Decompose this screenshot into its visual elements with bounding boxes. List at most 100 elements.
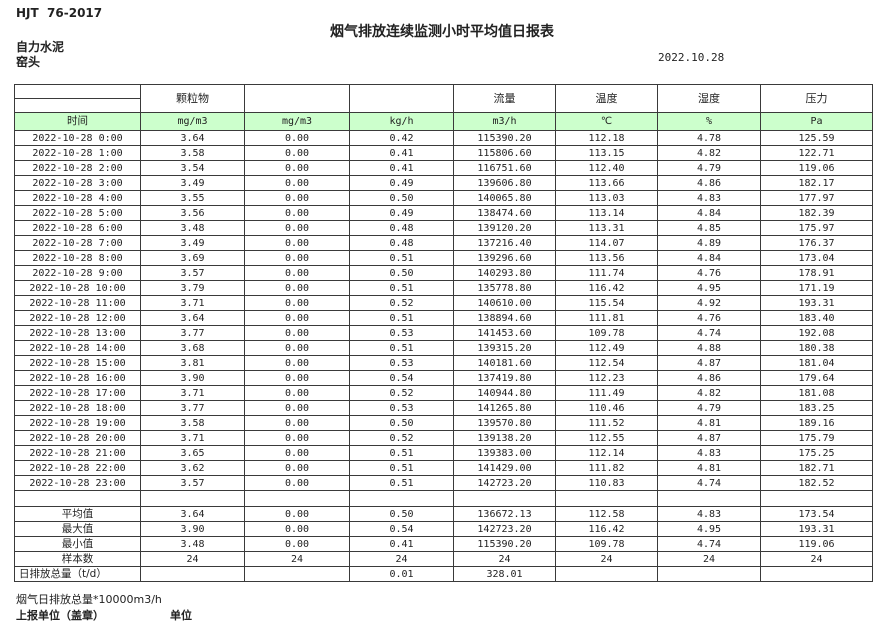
value-cell: 141429.00 [453, 460, 556, 476]
empty-cell [760, 490, 873, 507]
value-cell: 140065.80 [453, 190, 556, 206]
time-header-cell: 时间 [14, 112, 141, 131]
value-cell: 0.00 [244, 190, 350, 206]
summary-label-cell: 最小值 [14, 536, 141, 552]
table-row: 2022-10-28 10:00 3.79 0.00 0.51 135778.80 116… [14, 280, 873, 296]
value-cell: 3.58 [140, 145, 245, 161]
value-cell: 0.50 [349, 265, 454, 281]
corner-cell-top [14, 84, 141, 99]
summary-value-cell: 4.95 [657, 521, 761, 537]
table-row: 2022-10-28 17:00 3.71 0.00 0.52 140944.80 111… [14, 385, 873, 401]
value-cell: 3.65 [140, 445, 245, 461]
value-cell: 112.40 [555, 160, 658, 176]
unit-header-row: 时间 mg/m3 mg/m3 kg/h m3/h ℃% Pa [14, 112, 873, 131]
value-cell: 0.41 [349, 160, 454, 176]
time-cell: 2022-10-28 23:00 [14, 475, 141, 491]
value-cell: 141453.60 [453, 325, 556, 341]
value-cell: 4.78 [657, 130, 761, 146]
value-cell: 140610.00 [453, 295, 556, 311]
value-cell: 183.25 [760, 400, 873, 416]
report-date: 2022.10.28 [658, 51, 725, 64]
summary-label-cell: 样本数 [14, 551, 141, 567]
summary-row: 日排放总量（t/d） 0.01 328.01 [14, 566, 873, 582]
value-cell: 3.71 [140, 385, 245, 401]
value-cell: 0.51 [349, 340, 454, 356]
value-cell: 0.51 [349, 475, 454, 491]
table-row: 2022-10-28 19:00 3.58 0.00 0.50 139570.80 111… [14, 415, 873, 431]
time-cell: 2022-10-28 2:00 [14, 160, 141, 176]
value-cell: 173.04 [760, 250, 873, 266]
group-header-cell [244, 84, 350, 113]
value-cell: 3.56 [140, 205, 245, 221]
summary-value-cell: 0.00 [244, 536, 350, 552]
value-cell: 181.04 [760, 355, 873, 371]
empty-cell [349, 490, 454, 507]
value-cell: 0.51 [349, 460, 454, 476]
value-cell: 175.97 [760, 220, 873, 236]
value-cell: 178.91 [760, 265, 873, 281]
value-cell: 3.90 [140, 370, 245, 386]
value-cell: 3.57 [140, 475, 245, 491]
value-cell: 0.00 [244, 385, 350, 401]
summary-value-cell: 3.48 [140, 536, 245, 552]
table-row: 2022-10-28 9:00 3.57 0.00 0.50 140293.80 111.… [14, 265, 873, 281]
footer-note: 烟气日排放总量*10000m3/h [16, 593, 162, 606]
value-cell: 4.84 [657, 250, 761, 266]
empty-cell [453, 490, 556, 507]
summary-value-cell [760, 566, 873, 582]
time-cell: 2022-10-28 11:00 [14, 295, 141, 311]
value-cell: 0.52 [349, 385, 454, 401]
value-cell: 4.89 [657, 235, 761, 251]
summary-value-cell: 173.54 [760, 506, 873, 522]
table-row: 2022-10-28 15:00 3.81 0.00 0.53 140181.60 112… [14, 355, 873, 371]
value-cell: 113.15 [555, 145, 658, 161]
value-cell: 3.57 [140, 265, 245, 281]
value-cell: 3.77 [140, 325, 245, 341]
value-cell: 0.00 [244, 145, 350, 161]
value-cell: 138474.60 [453, 205, 556, 221]
value-cell: 0.00 [244, 160, 350, 176]
time-cell: 2022-10-28 13:00 [14, 325, 141, 341]
value-cell: 192.08 [760, 325, 873, 341]
value-cell: 0.00 [244, 295, 350, 311]
value-cell: 0.51 [349, 280, 454, 296]
value-cell: 4.95 [657, 280, 761, 296]
value-cell: 0.51 [349, 310, 454, 326]
value-cell: 0.00 [244, 340, 350, 356]
empty-cell [140, 490, 245, 507]
value-cell: 0.48 [349, 235, 454, 251]
time-cell: 2022-10-28 8:00 [14, 250, 141, 266]
value-cell: 3.49 [140, 175, 245, 191]
value-cell: 0.00 [244, 460, 350, 476]
empty-cell [14, 490, 141, 507]
report-unit-label: 上报单位（盖章） [16, 609, 104, 622]
value-cell: 176.37 [760, 235, 873, 251]
summary-value-cell [555, 566, 658, 582]
value-cell: 193.31 [760, 295, 873, 311]
value-cell: 0.49 [349, 175, 454, 191]
table-row: 2022-10-28 23:00 3.57 0.00 0.51 142723.20 110… [14, 475, 873, 491]
group-header-cell [349, 84, 454, 113]
value-cell: 3.64 [140, 130, 245, 146]
time-cell: 2022-10-28 4:00 [14, 190, 141, 206]
table-row: 2022-10-28 0:00 3.64 0.00 0.42 115390.20 112.… [14, 130, 873, 146]
value-cell: 3.64 [140, 310, 245, 326]
summary-value-cell: 115390.20 [453, 536, 556, 552]
summary-value-cell: 24 [140, 551, 245, 567]
summary-value-cell: 328.01 [453, 566, 556, 582]
value-cell: 0.50 [349, 415, 454, 431]
unit-cell: kg/h [349, 112, 454, 131]
value-cell: 139120.20 [453, 220, 556, 236]
empty-cell [657, 490, 761, 507]
value-cell: 3.69 [140, 250, 245, 266]
value-cell: 139138.20 [453, 430, 556, 446]
value-cell: 3.54 [140, 160, 245, 176]
value-cell: 4.83 [657, 190, 761, 206]
value-cell: 112.54 [555, 355, 658, 371]
group-header-cell: 颗粒物 [140, 84, 245, 113]
header-group-row: 颗粒物 流量 温度 湿度 压力 [14, 84, 873, 113]
value-cell: 0.52 [349, 295, 454, 311]
value-cell: 4.81 [657, 415, 761, 431]
value-cell: 112.55 [555, 430, 658, 446]
value-cell: 112.14 [555, 445, 658, 461]
